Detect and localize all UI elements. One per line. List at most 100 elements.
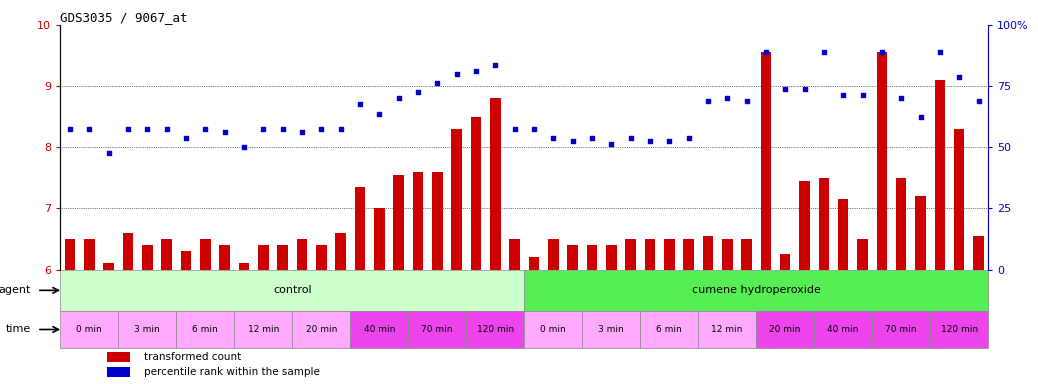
Point bbox=[410, 89, 427, 95]
Point bbox=[874, 50, 891, 56]
Bar bbox=[219, 245, 229, 384]
Bar bbox=[257, 245, 269, 384]
Point bbox=[583, 135, 600, 141]
Text: cumene hydroperoxide: cumene hydroperoxide bbox=[691, 285, 821, 295]
Bar bbox=[857, 239, 868, 384]
Bar bbox=[176, 311, 235, 348]
Point bbox=[448, 71, 465, 77]
Point bbox=[487, 62, 503, 68]
Point bbox=[565, 138, 581, 144]
Text: agent: agent bbox=[0, 285, 31, 295]
Point bbox=[545, 135, 562, 141]
Point bbox=[507, 126, 523, 132]
Point bbox=[738, 98, 755, 104]
Bar bbox=[107, 352, 130, 361]
Point bbox=[274, 126, 291, 132]
Bar bbox=[181, 251, 191, 384]
Point bbox=[255, 126, 272, 132]
Point bbox=[776, 86, 793, 92]
Point bbox=[371, 111, 387, 117]
Bar bbox=[930, 311, 988, 348]
Bar bbox=[200, 239, 211, 384]
Bar bbox=[721, 239, 733, 384]
Bar bbox=[408, 311, 466, 348]
Point bbox=[680, 135, 696, 141]
Bar bbox=[872, 311, 930, 348]
Point bbox=[796, 86, 813, 92]
Text: percentile rank within the sample: percentile rank within the sample bbox=[143, 367, 320, 377]
Bar bbox=[814, 311, 872, 348]
Point bbox=[661, 138, 678, 144]
Text: 3 min: 3 min bbox=[598, 325, 624, 334]
Bar bbox=[510, 239, 520, 384]
Text: transformed count: transformed count bbox=[143, 352, 241, 362]
Bar bbox=[780, 254, 791, 384]
Text: 40 min: 40 min bbox=[363, 325, 394, 334]
Bar bbox=[103, 263, 114, 384]
Bar bbox=[645, 239, 655, 384]
Bar bbox=[142, 245, 153, 384]
Text: 0 min: 0 min bbox=[541, 325, 566, 334]
Bar bbox=[699, 311, 756, 348]
Bar bbox=[235, 311, 293, 348]
Text: 3 min: 3 min bbox=[134, 325, 160, 334]
Bar bbox=[64, 239, 75, 384]
Bar bbox=[838, 199, 848, 384]
Bar bbox=[412, 172, 424, 384]
Point bbox=[854, 92, 871, 98]
Point bbox=[429, 80, 445, 86]
Text: 20 min: 20 min bbox=[769, 325, 801, 334]
Point bbox=[603, 141, 620, 147]
Point bbox=[816, 50, 832, 56]
Bar bbox=[896, 178, 906, 384]
Bar bbox=[954, 129, 964, 384]
Bar bbox=[470, 117, 482, 384]
Point bbox=[81, 126, 98, 132]
Text: time: time bbox=[6, 324, 31, 334]
Bar bbox=[335, 233, 346, 384]
Bar bbox=[60, 311, 118, 348]
Bar bbox=[393, 175, 404, 384]
Text: 40 min: 40 min bbox=[827, 325, 858, 334]
Bar bbox=[432, 172, 442, 384]
Point bbox=[700, 98, 716, 104]
Point bbox=[719, 95, 736, 101]
Bar bbox=[524, 270, 988, 311]
Bar bbox=[567, 245, 578, 384]
Bar bbox=[756, 311, 814, 348]
Bar bbox=[524, 311, 582, 348]
Bar bbox=[316, 245, 327, 384]
Bar bbox=[683, 239, 693, 384]
Point bbox=[352, 101, 368, 108]
Point bbox=[216, 129, 233, 135]
Bar bbox=[703, 236, 713, 384]
Bar bbox=[107, 367, 130, 377]
Bar bbox=[606, 245, 617, 384]
Bar bbox=[297, 239, 307, 384]
Text: 6 min: 6 min bbox=[192, 325, 218, 334]
Text: 0 min: 0 min bbox=[77, 325, 102, 334]
Point bbox=[236, 144, 252, 150]
Point bbox=[177, 135, 194, 141]
Bar bbox=[586, 245, 597, 384]
Point bbox=[525, 126, 542, 132]
Bar bbox=[582, 311, 640, 348]
Point bbox=[139, 126, 156, 132]
Bar bbox=[741, 239, 752, 384]
Bar bbox=[374, 209, 384, 384]
Point bbox=[971, 98, 987, 104]
Text: GDS3035 / 9067_at: GDS3035 / 9067_at bbox=[60, 11, 188, 24]
Bar bbox=[122, 233, 133, 384]
Point bbox=[61, 126, 78, 132]
Bar bbox=[974, 236, 984, 384]
Text: 70 min: 70 min bbox=[885, 325, 917, 334]
Point bbox=[641, 138, 658, 144]
Bar bbox=[466, 311, 524, 348]
Bar bbox=[528, 257, 539, 384]
Bar bbox=[118, 311, 176, 348]
Point bbox=[119, 126, 136, 132]
Bar bbox=[84, 239, 94, 384]
Point bbox=[101, 150, 117, 156]
Bar bbox=[664, 239, 675, 384]
Text: 120 min: 120 min bbox=[476, 325, 514, 334]
